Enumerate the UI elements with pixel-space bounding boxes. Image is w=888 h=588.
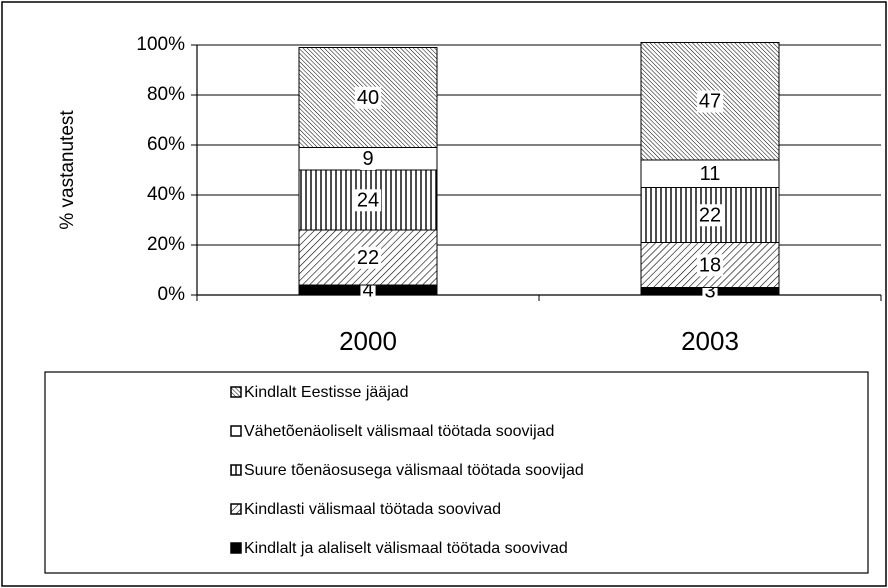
y-tick-label: 60%	[147, 134, 185, 155]
legend-label: Kindlasti välismaal töötada soovivad	[244, 501, 501, 518]
value-label: 40	[357, 87, 379, 109]
value-label-bg	[354, 86, 382, 109]
value-label: 9	[362, 148, 373, 170]
value-label-bg	[354, 189, 382, 212]
value-label: 47	[699, 91, 721, 113]
value-label-bg	[360, 148, 376, 171]
x-tick-label: 2000	[339, 326, 397, 356]
y-tick-label: 0%	[158, 284, 186, 305]
legend-marker	[230, 542, 242, 554]
value-label-bg	[697, 163, 723, 186]
y-tick-label: 80%	[147, 84, 185, 105]
legend-marker	[230, 503, 242, 515]
legend-marker	[230, 425, 242, 437]
legend-marker	[230, 464, 242, 476]
value-label: 24	[357, 189, 379, 211]
legend-marker	[230, 386, 242, 398]
value-label: 22	[357, 247, 379, 269]
x-tick-label: 2003	[681, 326, 739, 356]
y-tick-label: 100%	[136, 34, 185, 55]
legend-label: Kindlalt ja alaliselt välismaal töötada …	[244, 540, 568, 557]
value-label: 11	[700, 163, 721, 185]
legend-box	[44, 371, 869, 574]
y-axis-label: % vastanutest	[57, 110, 78, 230]
value-label-bg	[354, 246, 382, 269]
value-label-bg	[696, 204, 724, 227]
legend-label: Suure tõenäosusega välismaal töötada soo…	[244, 462, 584, 479]
legend-label: Vähetõenäoliselt välismaal töötada soovi…	[244, 423, 554, 440]
value-label: 3	[704, 281, 715, 303]
legend-label: Kindlalt Eestisse jääjad	[244, 384, 409, 401]
value-label: 4	[362, 279, 373, 301]
y-tick-label: 20%	[147, 234, 185, 255]
y-tick-label: 40%	[147, 184, 185, 205]
value-label-bg	[696, 254, 724, 277]
value-label-bg	[696, 90, 724, 113]
value-label: 18	[699, 254, 721, 276]
value-label: 22	[699, 204, 721, 226]
